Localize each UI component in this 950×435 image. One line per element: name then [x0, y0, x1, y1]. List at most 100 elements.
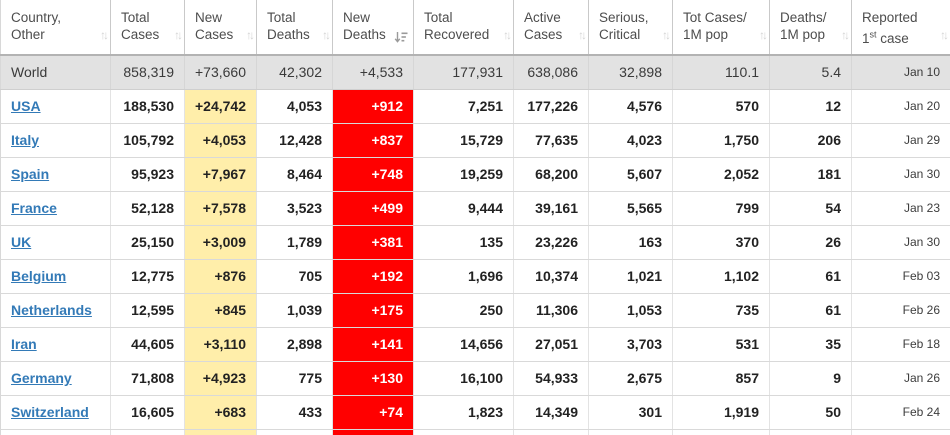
column-label-line1: Reported	[862, 10, 918, 25]
cell-total_deaths: 8,464	[256, 157, 333, 192]
cell-total_deaths: 1,039	[256, 293, 333, 328]
country-link[interactable]: Spain	[11, 166, 50, 182]
cell-first_case: Jan 26	[851, 361, 950, 396]
column-label-line2: Deaths	[343, 27, 386, 42]
column-header-serious_critical[interactable]: Serious, Critical ↑↓	[588, 0, 673, 56]
cell-new_deaths: +192	[332, 259, 414, 294]
cell-deaths_1m: 61	[769, 259, 852, 294]
cell-first_case: Jan 29	[851, 123, 950, 158]
column-header-tot_cases_1m[interactable]: Tot Cases/1M pop ↑↓	[672, 0, 770, 56]
cell-country: USA	[0, 89, 111, 124]
column-label-line1: Active	[524, 10, 561, 25]
cell-country: Belgium	[0, 259, 111, 294]
cell-tot_cases_1m: 1,102	[672, 259, 770, 294]
cell-deaths_1m: 12	[769, 89, 852, 124]
column-label-line1: New	[343, 10, 371, 25]
cell-total_cases: 71,808	[110, 361, 185, 396]
cell-total_recovered: 1,696	[413, 259, 514, 294]
column-header-deaths_1m[interactable]: Deaths/1M pop ↑↓	[769, 0, 852, 56]
cell-total_cases: 25,150	[110, 225, 185, 260]
cell-country: Germany	[0, 361, 111, 396]
cell-active_cases: 177,226	[513, 89, 589, 124]
sort-both-icon: ↑↓	[759, 28, 768, 42]
sort-both-icon: ↑↓	[940, 28, 949, 42]
country-link[interactable]: France	[11, 200, 57, 216]
column-label-line2: 1M pop	[780, 27, 826, 42]
column-header-total_cases[interactable]: Total Cases ↑↓	[110, 0, 185, 56]
cell-first_case: Feb 03	[851, 259, 950, 294]
country-link[interactable]: Belgium	[11, 268, 67, 284]
table-row: Germany 71,808 +4,923 775 +130 16,100 54,933 2,…	[0, 361, 950, 396]
cell-total_cases: 16,605	[110, 395, 185, 430]
column-header-new_deaths[interactable]: New Deaths	[332, 0, 414, 56]
cell-total_recovered: 135	[413, 225, 514, 260]
cell-tot_cases_1m	[672, 429, 770, 435]
cell-new_cases: +3,110	[184, 327, 257, 362]
cell-serious_critical	[588, 429, 673, 435]
cell-tot_cases_1m: 110.1	[672, 55, 770, 90]
cell-total_deaths: 775	[256, 361, 333, 396]
table-header: Country, Other ↑↓ Total Cases ↑↓ New Cases ↑↓ Tot…	[0, 0, 950, 56]
cell-tot_cases_1m: 570	[672, 89, 770, 124]
country-link[interactable]: Iran	[11, 336, 37, 352]
cell-deaths_1m: 50	[769, 395, 852, 430]
cell-first_case: Feb 18	[851, 327, 950, 362]
cell-tot_cases_1m: 370	[672, 225, 770, 260]
column-header-new_cases[interactable]: New Cases ↑↓	[184, 0, 257, 56]
table-row: France 52,128 +7,578 3,523 +499 9,444 39,161 5,…	[0, 191, 950, 226]
cell-new_cases: +845	[184, 293, 257, 328]
cell-serious_critical: 3,703	[588, 327, 673, 362]
country-link[interactable]: USA	[11, 98, 41, 114]
cell-active_cases: 14,349	[513, 395, 589, 430]
column-label-line2: Other	[11, 27, 45, 42]
sort-descending-active-icon	[394, 31, 408, 44]
cell-deaths_1m: 206	[769, 123, 852, 158]
column-label-line1: Total	[424, 10, 453, 25]
cell-first_case: Feb 24	[851, 395, 950, 430]
cell-serious_critical: 301	[588, 395, 673, 430]
column-header-total_recovered[interactable]: Total Recovered ↑↓	[413, 0, 514, 56]
cell-tot_cases_1m: 735	[672, 293, 770, 328]
cell-new_cases: +683	[184, 395, 257, 430]
cell-country: Italy	[0, 123, 111, 158]
cell-total_recovered: 16,100	[413, 361, 514, 396]
cell-country: Netherlands	[0, 293, 111, 328]
cell-active_cases: 77,635	[513, 123, 589, 158]
country-link[interactable]: Netherlands	[11, 302, 92, 318]
column-header-total_deaths[interactable]: Total Deaths ↑↓	[256, 0, 333, 56]
cell-country	[0, 429, 111, 435]
cell-new_cases: +3,009	[184, 225, 257, 260]
cell-total_cases: 188,530	[110, 89, 185, 124]
cell-new_deaths: +381	[332, 225, 414, 260]
cell-active_cases: 638,086	[513, 55, 589, 90]
column-header-country[interactable]: Country, Other ↑↓	[0, 0, 111, 56]
cell-total_recovered: 1,823	[413, 395, 514, 430]
cell-tot_cases_1m: 799	[672, 191, 770, 226]
cell-first_case	[851, 429, 950, 435]
country-link[interactable]: Germany	[11, 370, 72, 386]
country-link[interactable]: Italy	[11, 132, 40, 148]
column-label-line1: New	[195, 10, 223, 25]
column-label-line2: Critical	[599, 27, 641, 42]
cell-total_deaths: 433	[256, 395, 333, 430]
cell-deaths_1m: 5.4	[769, 55, 852, 90]
column-label-line2: Cases	[195, 27, 234, 42]
country-link[interactable]: UK	[11, 234, 32, 250]
cell-serious_critical: 32,898	[588, 55, 673, 90]
table-row: Belgium 12,775 +876 705 +192 1,696 10,374 1,021…	[0, 259, 950, 294]
cell-total_deaths: 12,428	[256, 123, 333, 158]
column-label-line2: Cases	[121, 27, 160, 42]
cell-deaths_1m: 35	[769, 327, 852, 362]
country-link[interactable]: Switzerland	[11, 404, 89, 420]
sort-both-icon: ↑↓	[246, 28, 255, 42]
cell-country: UK	[0, 225, 111, 260]
column-label-line1: Deaths/	[780, 10, 827, 25]
cell-total_deaths	[256, 429, 333, 435]
column-header-first_case[interactable]: Reported 1st case ↑↓	[851, 0, 950, 56]
column-label-line2: Cases	[524, 27, 563, 42]
column-label-line2: 1st case	[862, 29, 909, 46]
table-row: Iran 44,605 +3,110 2,898 +141 14,656 27,051 3,7…	[0, 327, 950, 362]
column-header-active_cases[interactable]: Active Cases ↑↓	[513, 0, 589, 56]
cell-total_cases: 105,792	[110, 123, 185, 158]
